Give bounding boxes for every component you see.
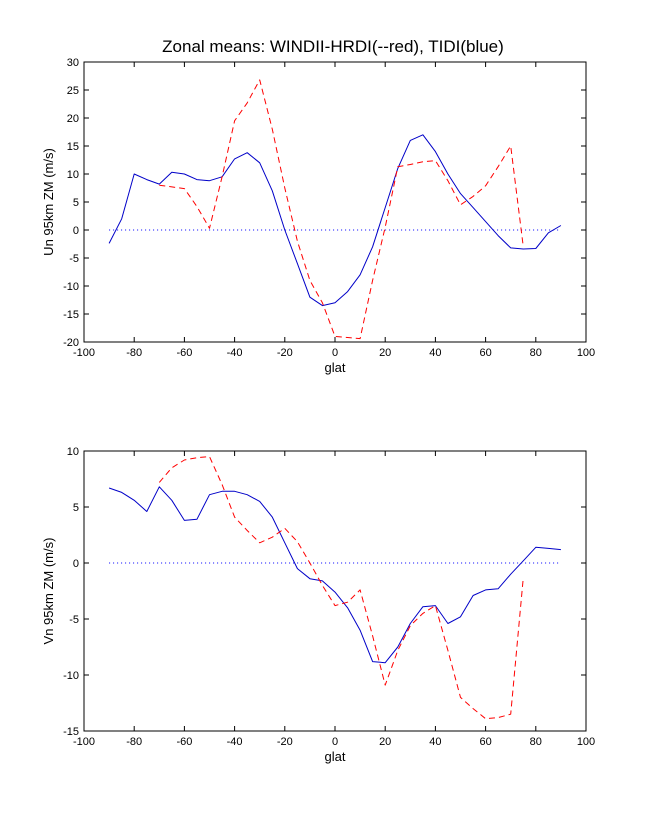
x-tick-label: -80 bbox=[126, 736, 142, 748]
x-tick-label: 20 bbox=[379, 347, 391, 359]
x-tick-label: -80 bbox=[126, 347, 142, 359]
y-tick-label: -10 bbox=[63, 670, 79, 682]
y-tick-label: 30 bbox=[67, 57, 79, 69]
tidi-blue-line bbox=[108, 134, 562, 307]
figure-title: Zonal means: WINDII-HRDI(--red), TIDI(bl… bbox=[162, 37, 504, 56]
x-tick-label: -40 bbox=[227, 736, 243, 748]
plot-area-frame bbox=[83, 61, 587, 343]
x-tick-label: -100 bbox=[73, 736, 95, 748]
x-tick-label: -60 bbox=[176, 347, 192, 359]
chart-panel-1: -100 -80 -60 -40 -20 0 20 40 60 80 100 -20 -15 -10 -5 0… bbox=[41, 57, 595, 375]
y-tick-label: -20 bbox=[63, 337, 79, 349]
y-tick-label: -5 bbox=[69, 614, 79, 626]
y-tick-label: -10 bbox=[63, 281, 79, 293]
x-tick-label: 40 bbox=[429, 347, 441, 359]
x-tick-label: -40 bbox=[227, 347, 243, 359]
y-tick-label: 5 bbox=[73, 197, 79, 209]
x-tick-label: -60 bbox=[176, 736, 192, 748]
x-axis-label: glat bbox=[325, 360, 346, 375]
x-tick-label: 100 bbox=[577, 736, 595, 748]
x-tick-label: 80 bbox=[530, 347, 542, 359]
y-tick-label: -15 bbox=[63, 726, 79, 738]
x-tick-label: 40 bbox=[429, 736, 441, 748]
x-tick-label: 0 bbox=[332, 736, 338, 748]
x-tick-label: 20 bbox=[379, 736, 391, 748]
y-tick-label: 25 bbox=[67, 85, 79, 97]
windii-hrdi-red-dashed-line bbox=[159, 79, 524, 340]
y-tick-label: 0 bbox=[73, 558, 79, 570]
x-tick-label: -100 bbox=[73, 347, 95, 359]
x-tick-label: 60 bbox=[479, 347, 491, 359]
y-axis-label: Un 95km ZM (m/s) bbox=[41, 148, 56, 256]
y-tick-label: 0 bbox=[73, 225, 79, 237]
y-tick-label: 15 bbox=[67, 141, 79, 153]
x-axis-label: glat bbox=[325, 749, 346, 764]
y-tick-label: -5 bbox=[69, 253, 79, 265]
tidi-blue-line bbox=[108, 486, 561, 664]
plot-area-frame bbox=[83, 450, 587, 732]
x-tick-label: 100 bbox=[577, 347, 595, 359]
y-tick-label: 10 bbox=[67, 169, 79, 181]
x-tick-label: 60 bbox=[479, 736, 491, 748]
x-tick-label: 0 bbox=[332, 347, 338, 359]
y-tick-label: 5 bbox=[73, 502, 79, 514]
windii-hrdi-red-dashed-line bbox=[158, 456, 524, 720]
x-tick-label: -20 bbox=[277, 347, 293, 359]
y-tick-label: 10 bbox=[67, 446, 79, 458]
x-tick-label: -20 bbox=[277, 736, 293, 748]
y-tick-label: 20 bbox=[67, 113, 79, 125]
y-axis-label: Vn 95km ZM (m/s) bbox=[41, 538, 56, 645]
x-tick-label: 80 bbox=[530, 736, 542, 748]
y-tick-label: -15 bbox=[63, 309, 79, 321]
chart-panel-2: -100 -80 -60 -40 -20 0 20 40 60 80 100 -15 -10 -5 0 5 10… bbox=[41, 446, 595, 764]
